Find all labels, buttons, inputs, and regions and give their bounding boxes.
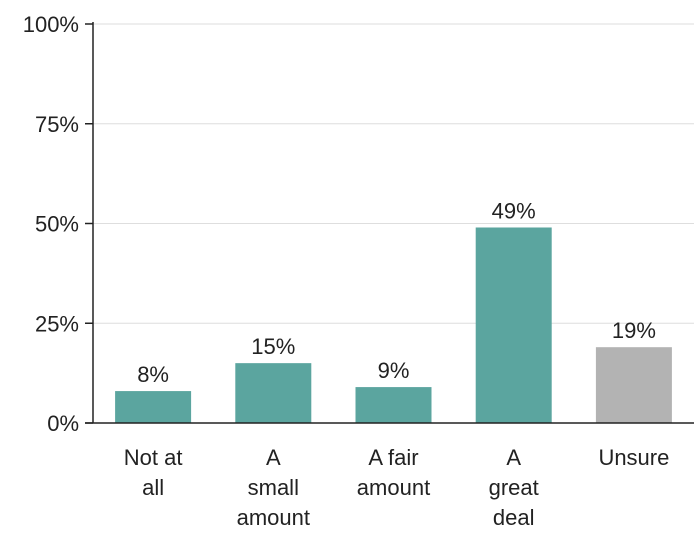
gridlines [93,23,694,324]
bar-a-small-amount [235,363,312,423]
data-label-not-at-all: 8% [137,362,169,387]
bar-a-great-deal [475,227,552,423]
y-tick-label-50: 50% [35,212,79,237]
y-tick-label-75: 75% [35,112,79,137]
data-label-a-great-deal: 49% [492,198,536,223]
data-label-a-fair-amount: 9% [378,358,410,383]
y-axis-ticks: 0% 25% 50% 75% 100% [23,12,93,436]
axes [85,22,694,424]
bars [115,227,672,423]
bar-not-at-all [115,391,192,423]
data-label-unsure: 19% [612,318,656,343]
y-tick-label-0: 0% [47,411,79,436]
x-tick-label-a-fair-amount: A fair amount [357,445,430,500]
bar-unsure [595,347,672,423]
y-tick-label-100: 100% [23,12,79,37]
bar-a-fair-amount [355,387,432,423]
x-tick-label-unsure: Unsure [598,445,669,470]
y-tick-label-25: 25% [35,311,79,336]
data-label-a-small-amount: 15% [251,334,295,359]
data-labels: 8% 15% 9% 49% 19% [137,198,656,387]
x-axis-category-labels: Not at all A small amount A fair amount A great d… [124,445,670,530]
x-tick-label-not-at-all: Not at all [124,445,183,500]
